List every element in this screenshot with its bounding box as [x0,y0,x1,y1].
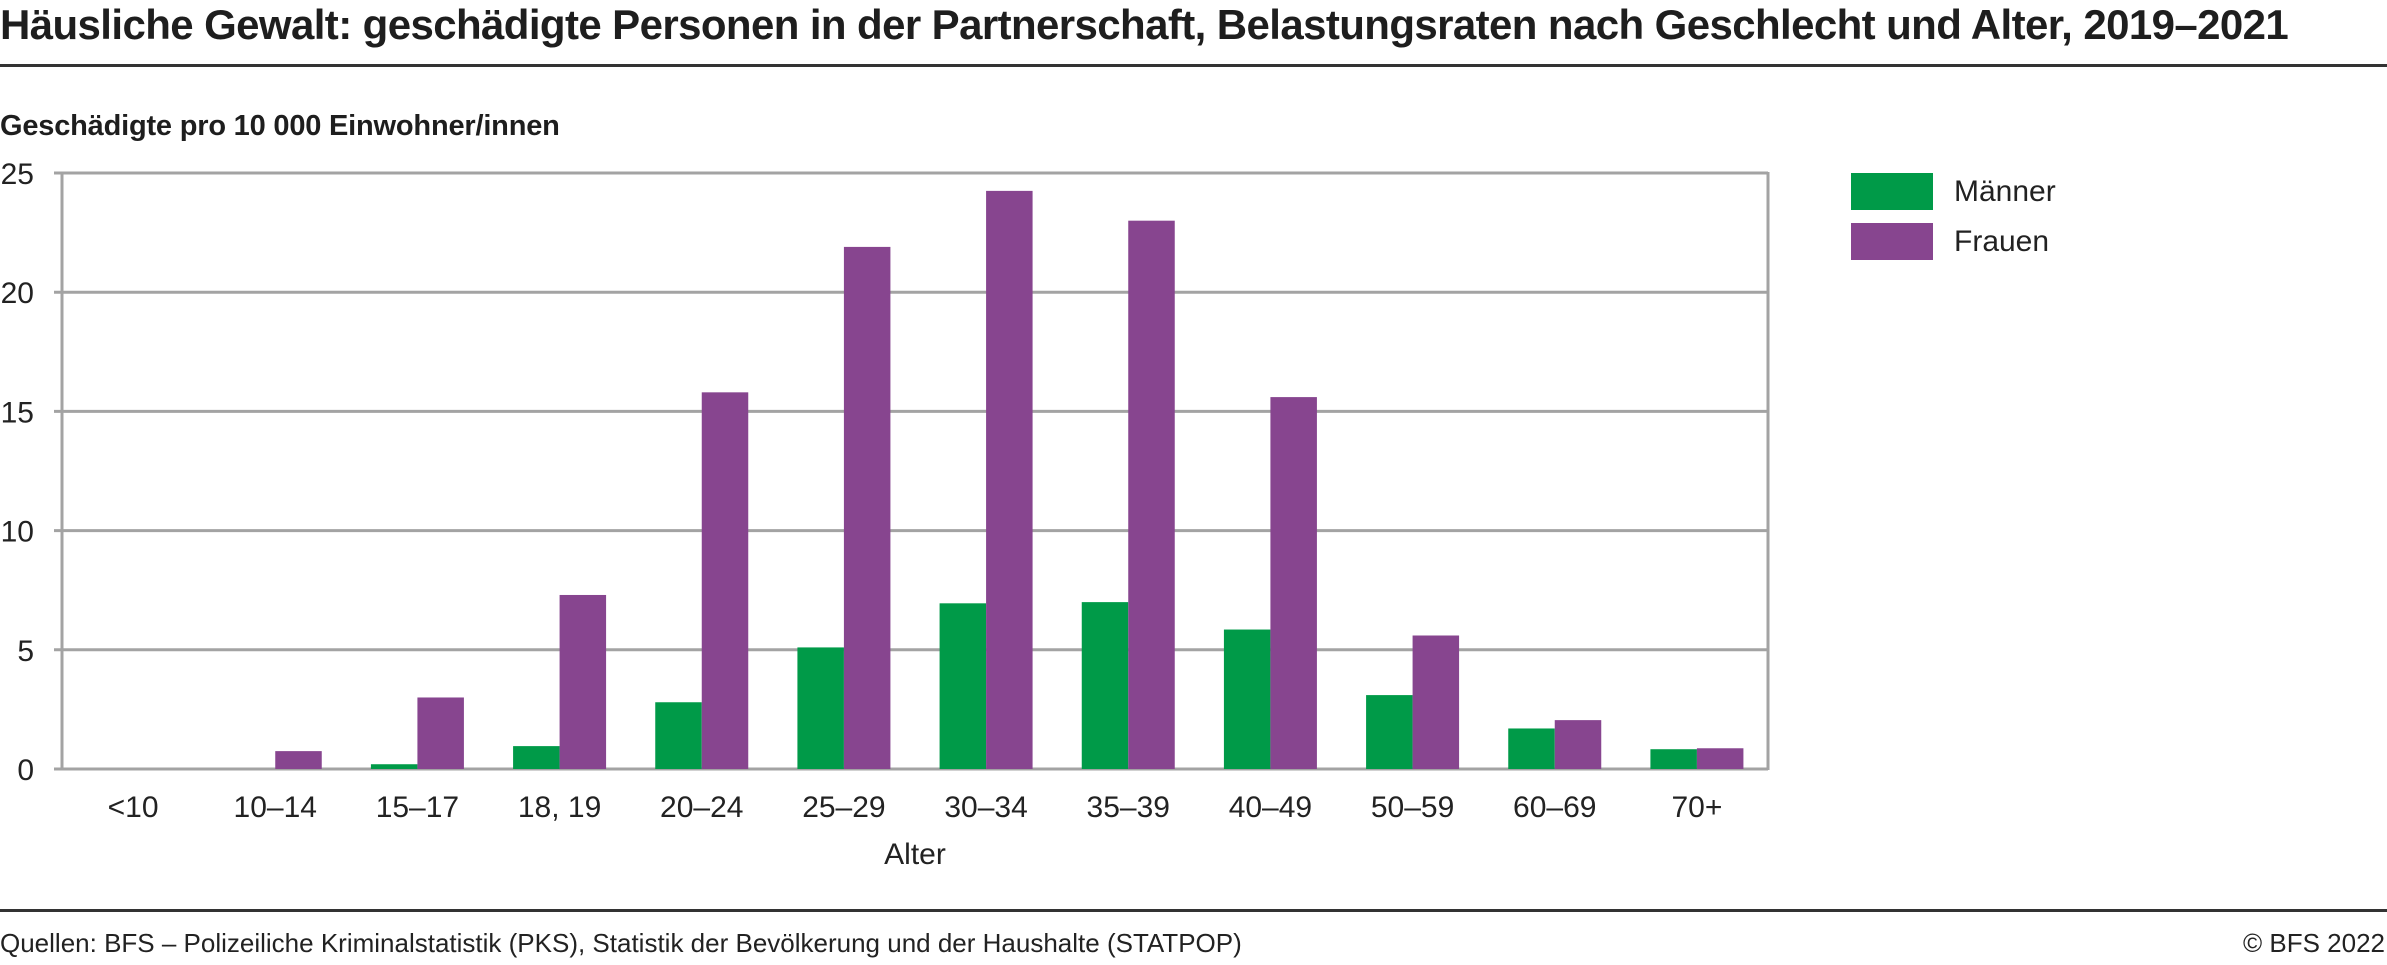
legend-item-frauen: Frauen [1851,223,2049,260]
y-tick-label: 10 [1,516,34,549]
x-tick-label: 30–34 [944,791,1027,824]
footer-divider [0,909,2387,912]
y-tick-label: 20 [1,277,34,310]
y-tick-label: 25 [1,158,34,191]
x-tick-label: 60–69 [1513,791,1596,824]
legend-swatch-frauen [1851,223,1933,260]
bar-mnner-8 [1223,629,1271,769]
x-tick-label: 25–29 [802,791,885,824]
bar-frauen-7 [1128,220,1175,769]
x-tick-label: <10 [108,791,159,824]
y-axis-label: Geschädigte pro 10 000 Einwohner/innen [0,110,560,142]
bar-mnner-5 [797,647,844,769]
y-tick-label: 5 [17,635,34,668]
bar-mnner-3 [513,746,560,769]
title-divider [0,64,2387,67]
x-tick-label: 18, 19 [518,791,601,824]
bar-frauen-9 [1412,635,1460,769]
x-axis-label: Alter [884,838,946,871]
x-tick-label: 70+ [1671,791,1722,824]
gridlines [54,171,1768,771]
bar-frauen-11 [1696,748,1744,769]
x-tick-label: 40–49 [1229,791,1312,824]
bar-frauen-6 [986,190,1033,769]
x-tick-label: 50–59 [1371,791,1454,824]
legend-label-frauen: Frauen [1954,224,2050,258]
axes [60,172,1770,770]
bar-frauen-4 [701,392,749,769]
bar-mnner-4 [655,702,702,769]
bar-frauen-1 [275,751,322,769]
bar-frauen-3 [559,594,607,769]
bar-frauen-2 [417,697,464,769]
bars [275,190,1744,770]
bar-mnner-11 [1650,749,1697,769]
source-note: Quellen: BFS – Polizeiliche Kriminalstat… [0,928,1242,958]
legend-swatch-maenner [1851,173,1933,210]
copyright: © BFS 2022 [2242,928,2385,958]
x-tick-label: 35–39 [1087,791,1170,824]
y-tick-label: 0 [17,754,34,787]
bar-mnner-7 [1081,602,1129,769]
x-tick-labels: <10 10–14 15–17 18, 19 20–24 25–29 30–34 35–39 4… [108,791,1723,824]
y-tick-label: 15 [1,396,34,429]
bar-mnner-10 [1508,728,1555,769]
legend-label-maenner: Männer [1954,174,2056,208]
legend-item-maenner: Männer [1851,173,2056,210]
x-tick-label: 20–24 [660,791,743,824]
x-tick-label: 10–14 [234,791,317,824]
bar-frauen-8 [1270,397,1317,769]
chart-title: Häusliche Gewalt: geschädigte Personen i… [0,1,2289,48]
bar-mnner-2 [370,764,418,769]
bar-frauen-10 [1554,720,1602,769]
y-tick-labels: 0 5 10 15 20 25 [1,158,34,787]
x-tick-label: 15–17 [376,791,459,824]
bar-frauen-5 [843,246,891,770]
bar-mnner-9 [1366,695,1413,769]
bar-mnner-6 [939,603,987,769]
